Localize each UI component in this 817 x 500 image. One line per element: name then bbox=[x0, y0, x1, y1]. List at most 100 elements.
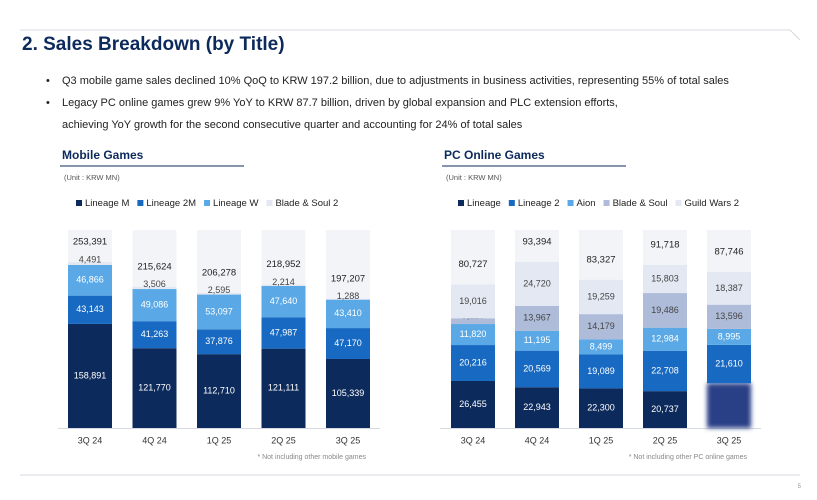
bar-segment bbox=[451, 284, 495, 319]
value-label: 19,016 bbox=[459, 296, 487, 306]
value-label: 121,111 bbox=[268, 383, 299, 393]
footnote: * Not including other mobile games bbox=[257, 454, 366, 461]
bar-segment bbox=[326, 298, 370, 300]
bar-segment bbox=[579, 354, 623, 389]
bar-segment bbox=[643, 327, 687, 351]
slide-title: 2. Sales Breakdown (by Title) bbox=[22, 34, 285, 55]
bar-segment bbox=[579, 388, 623, 428]
total-label: 253,391 bbox=[73, 237, 107, 248]
bar-segment bbox=[132, 321, 177, 349]
value-label: 19,259 bbox=[587, 291, 615, 301]
bar-segment bbox=[643, 293, 687, 328]
bar-segment bbox=[515, 262, 559, 306]
value-label: 47,640 bbox=[270, 296, 298, 306]
bullet-list: Q3 mobile game sales declined 10% QoQ to… bbox=[42, 70, 729, 136]
bar-segment bbox=[515, 305, 559, 331]
x-tick-label: 1Q 25 bbox=[589, 435, 614, 445]
bar-segment bbox=[326, 328, 370, 359]
value-label: 24,720 bbox=[523, 278, 551, 288]
value-label: 4,491 bbox=[79, 254, 102, 264]
value-label: 19,486 bbox=[651, 305, 679, 315]
value-label: 2,214 bbox=[272, 277, 295, 287]
legend-swatch bbox=[508, 200, 515, 206]
value-label: 2,595 bbox=[208, 285, 231, 295]
bar-segment bbox=[197, 329, 241, 355]
bar-segment bbox=[261, 284, 306, 287]
bar-segment bbox=[451, 324, 495, 346]
legend-swatch bbox=[137, 200, 144, 206]
total-label: 218,952 bbox=[266, 259, 300, 270]
legend-swatch bbox=[266, 200, 273, 206]
legend-label: Aion bbox=[577, 198, 596, 209]
value-label: 20,569 bbox=[523, 363, 551, 373]
header-rule bbox=[20, 29, 801, 41]
chart-title: Mobile Games bbox=[62, 148, 144, 162]
legend-label: Lineage bbox=[467, 198, 501, 209]
legend-label: Blade & Soul bbox=[613, 198, 668, 209]
bar-segment bbox=[515, 350, 559, 388]
value-label: 19,089 bbox=[587, 366, 615, 376]
value-label: 1,288 bbox=[337, 291, 360, 301]
value-label: 22,708 bbox=[651, 365, 679, 375]
chart-title: PC Online Games bbox=[444, 148, 545, 162]
value-label: 18,387 bbox=[715, 283, 743, 293]
value-label: 22,300 bbox=[587, 403, 615, 413]
bar-segment bbox=[451, 345, 495, 381]
x-tick-label: 2Q 25 bbox=[271, 435, 296, 445]
total-label: 83,327 bbox=[586, 254, 615, 265]
bar-segment bbox=[197, 292, 241, 295]
bar-segment bbox=[707, 328, 751, 345]
value-label: 15,803 bbox=[651, 273, 679, 283]
total-label: 206,278 bbox=[202, 267, 236, 278]
value-label: 41,263 bbox=[141, 329, 169, 339]
value-label: 43,410 bbox=[334, 308, 362, 318]
value-label: 47,170 bbox=[334, 338, 362, 348]
value-label: 21,610 bbox=[715, 358, 743, 368]
value-label: 112,710 bbox=[203, 385, 235, 395]
value-label: 53,097 bbox=[205, 306, 233, 316]
footnote: * Not including other PC online games bbox=[629, 454, 748, 461]
legend-swatch bbox=[76, 200, 82, 206]
bullet: Legacy PC online games grew 9% YoY to KR… bbox=[42, 92, 662, 136]
bar-segment bbox=[451, 380, 495, 428]
unit-label: (Unit : KRW MN) bbox=[64, 173, 120, 182]
value-label: 12,984 bbox=[651, 334, 679, 344]
total-label: 93,394 bbox=[522, 237, 551, 248]
x-tick-label: 3Q 25 bbox=[717, 435, 742, 445]
bar-segment bbox=[132, 289, 177, 322]
legend-label: Lineage 2 bbox=[518, 198, 560, 209]
bar-segment bbox=[707, 383, 751, 428]
value-label: 3,506 bbox=[143, 279, 166, 289]
total-label: 215,624 bbox=[137, 261, 171, 272]
x-tick-label: 2Q 25 bbox=[653, 435, 678, 445]
bar-segment bbox=[68, 262, 112, 265]
bar-segment bbox=[68, 323, 112, 428]
bar-segment bbox=[643, 264, 687, 294]
x-tick-label: 3Q 25 bbox=[336, 435, 361, 445]
page-number: 5 bbox=[797, 484, 801, 490]
value-label: 46,866 bbox=[76, 275, 104, 285]
value-label: 11,195 bbox=[524, 335, 551, 345]
bar-segment bbox=[68, 295, 112, 324]
value-label: 121,770 bbox=[138, 382, 171, 392]
value-label: 20,216 bbox=[459, 357, 487, 367]
bar-segment bbox=[707, 272, 751, 305]
bar-segment bbox=[197, 294, 241, 330]
legend-label: Lineage M bbox=[85, 198, 129, 209]
x-tick-label: 4Q 24 bbox=[525, 435, 550, 445]
x-tick-label: 1Q 25 bbox=[207, 435, 232, 445]
total-label: 197,207 bbox=[331, 273, 365, 284]
legend-swatch bbox=[567, 200, 574, 206]
x-tick-label: 3Q 24 bbox=[461, 435, 486, 445]
legend-swatch bbox=[603, 200, 610, 206]
bar-segment bbox=[261, 348, 306, 428]
bar-segment bbox=[707, 304, 751, 329]
value-label: 43,143 bbox=[76, 304, 104, 314]
total-label: 80,727 bbox=[458, 259, 487, 270]
bullet: Q3 mobile game sales declined 10% QoQ to… bbox=[42, 70, 817, 92]
bar-segment bbox=[579, 314, 623, 340]
bar-segment bbox=[643, 350, 687, 392]
bar-segment bbox=[326, 299, 370, 329]
bar-segment bbox=[643, 391, 687, 428]
